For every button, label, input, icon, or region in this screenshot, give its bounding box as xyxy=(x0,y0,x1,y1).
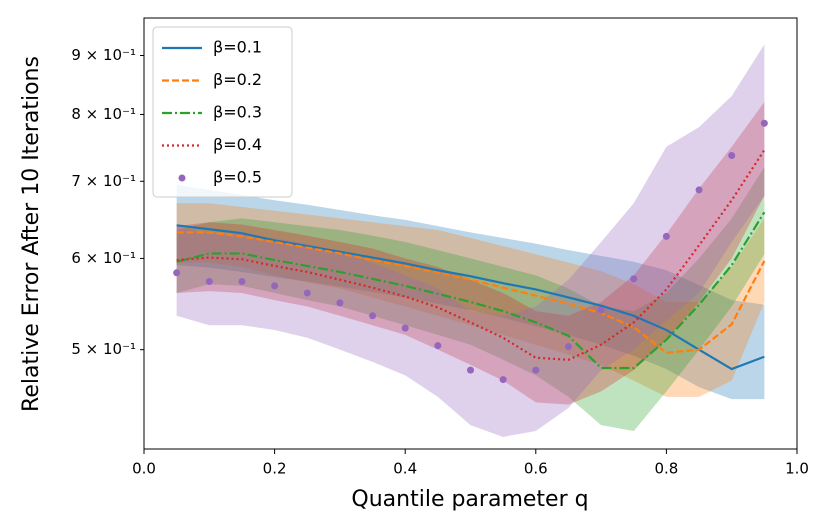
data-point xyxy=(760,119,768,127)
legend-label: β=0.4 xyxy=(213,135,262,154)
series-line xyxy=(176,231,766,354)
data-point xyxy=(597,306,605,314)
x-tick-label: 0.4 xyxy=(393,460,417,478)
x-tick-label: 0.0 xyxy=(132,460,156,478)
data-point xyxy=(695,186,703,194)
data-point xyxy=(434,342,442,350)
data-point xyxy=(467,366,474,374)
legend-box xyxy=(152,26,293,198)
data-point xyxy=(630,275,638,283)
data-point xyxy=(662,232,670,240)
x-tick-label: 1.0 xyxy=(785,460,809,478)
x-tick-label: 0.2 xyxy=(263,460,287,478)
data-point xyxy=(499,376,507,384)
data-point xyxy=(564,343,572,351)
plot-frame xyxy=(143,17,798,450)
data-point xyxy=(336,299,344,307)
y-tick-label: 6 × 10⁻¹ xyxy=(71,249,136,267)
y-tick-label: 7 × 10⁻¹ xyxy=(71,172,136,190)
data-point xyxy=(369,312,377,320)
confidence-band xyxy=(176,167,765,432)
data-point xyxy=(532,366,540,374)
data-point xyxy=(205,277,213,285)
legend-label: β=0.5 xyxy=(213,168,262,187)
data-point xyxy=(173,269,181,277)
legend-label: β=0.1 xyxy=(213,38,262,57)
data-point xyxy=(401,324,409,332)
data-point xyxy=(271,282,279,290)
series-line xyxy=(176,224,765,371)
confidence-band xyxy=(176,44,765,437)
legend-label: β=0.2 xyxy=(213,70,262,89)
confidence-band xyxy=(176,102,765,405)
x-tick-label: 0.8 xyxy=(654,460,678,478)
legend-label: β=0.3 xyxy=(213,103,262,122)
data-point xyxy=(303,289,311,297)
data-point xyxy=(728,151,736,159)
series-line xyxy=(176,211,766,370)
y-tick-label: 9 × 10⁻¹ xyxy=(71,46,136,64)
legend-swatch xyxy=(178,174,186,182)
confidence-band xyxy=(176,203,765,397)
data-point xyxy=(238,277,246,285)
y-tick-label: 8 × 10⁻¹ xyxy=(71,105,136,123)
x-tick-label: 0.6 xyxy=(524,460,548,478)
x-axis-label: Quantile parameter q xyxy=(351,487,588,512)
y-tick-label: 5 × 10⁻¹ xyxy=(71,340,136,358)
confidence-band xyxy=(176,184,765,400)
y-axis-label: Relative Error After 10 Iterations xyxy=(19,56,44,412)
